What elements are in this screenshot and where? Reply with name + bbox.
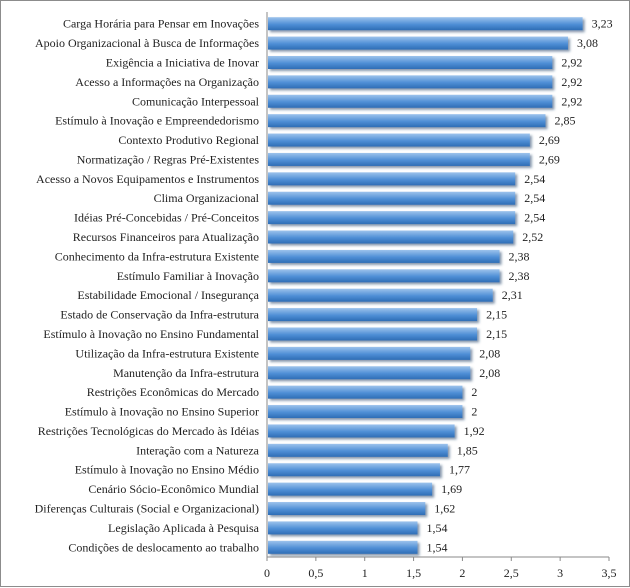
bar [268,249,500,263]
bars [268,17,583,554]
bar [268,152,530,166]
value-label: 2,69 [539,133,560,147]
value-label: 2,52 [522,230,543,244]
value-label: 2,08 [479,346,500,360]
bar [268,521,418,535]
value-label: 2,38 [509,269,530,283]
category-label: Estímulo à Inovação no Ensino Médio [75,463,259,477]
category-label: Conhecimento da Infra-estrutura Existent… [55,249,259,263]
value-label: 3,08 [577,36,598,50]
value-label: 2,92 [561,55,582,69]
bar [268,366,471,380]
category-label: Cenário Sócio-Econômico Mundial [88,482,259,496]
category-label: Normatização / Regras Pré-Existentes [77,152,260,166]
bar [268,230,514,244]
value-label: 2,92 [561,94,582,108]
value-label: 2,08 [479,366,500,380]
category-label: Contexto Produtivo Regional [118,133,259,147]
value-label: 1,54 [426,540,447,554]
value-label: 2 [471,405,477,419]
x-tick-label: 0,5 [308,566,323,580]
bar [268,172,516,186]
bar [268,346,471,360]
category-label: Estado de Conservação da Infra-estrutura [60,308,259,322]
value-label: 2,54 [524,172,545,186]
category-label: Condições de deslocamento ao trabalho [68,540,259,554]
bar [268,482,433,496]
bar [268,55,553,69]
x-tick-label: 2,5 [504,566,519,580]
value-label: 1,77 [449,463,470,477]
x-tick-label: 1 [362,566,368,580]
x-tick-label: 3 [557,566,563,580]
value-label: 2,15 [486,327,507,341]
bar [268,191,516,205]
category-label: Exigência a Iniciativa de Inovar [106,55,259,69]
value-label: 1,85 [457,443,478,457]
x-axis: 0 0,5 1 1,5 2 2,5 3 3,5 [264,12,617,580]
bar [268,424,455,438]
category-label: Manutenção da Infra-estrutura [113,366,260,380]
value-label: 2,69 [539,152,560,166]
value-label: 2,54 [524,211,545,225]
category-label: Estímulo à Inovação e Empreendedorismo [55,114,259,128]
x-tick-label: 0 [264,566,270,580]
value-label: 2,54 [524,191,545,205]
category-label: Clima Organizacional [154,191,260,205]
bar [268,114,546,128]
value-label: 2,92 [561,75,582,89]
bar [268,540,418,554]
category-label: Recursos Financeiros para Atualização [73,230,259,244]
bar [268,17,583,31]
bar [268,463,440,477]
category-label: Apoio Organizacional à Busca de Informaç… [35,36,259,50]
value-label: 1,54 [426,521,447,535]
bar [268,75,553,89]
value-label: 2,31 [502,288,523,302]
category-label: Estímulo Familiar à Inovação [117,269,259,283]
category-label: Utilização da Infra-estrutura Existente [75,346,259,360]
category-label: Acesso a Informações na Organização [75,75,259,89]
bar [268,502,426,516]
value-label: 3,23 [592,17,613,31]
bar [268,36,568,50]
category-label: Estímulo à Inovação no Ensino Superior [65,405,259,419]
category-labels: Carga Horária para Pensar em Inovações Ap… [35,17,260,555]
category-label: Estímulo à Inovação no Ensino Fundamenta… [43,327,259,341]
bar [268,94,553,108]
value-label: 2 [471,385,477,399]
category-label: Estabilidade Emocional / Insegurança [77,288,259,302]
category-label: Restrições Tecnológicas do Mercado às Id… [38,424,260,438]
value-label: 1,69 [441,482,462,496]
bar [268,133,530,147]
value-label: 1,92 [464,424,485,438]
category-label: Legislação Aplicada à Pesquisa [108,521,260,535]
bar [268,443,448,457]
bar [268,269,500,283]
value-label: 2,38 [509,249,530,263]
x-tick-label: 1,5 [406,566,421,580]
x-tick-label: 2 [459,566,465,580]
category-label: Acesso a Novos Equipamentos e Instrument… [36,172,259,186]
value-label: 2,85 [554,114,575,128]
category-label: Comunicação Interpessoal [132,94,260,108]
bar [268,288,493,302]
category-label: Interação com a Natureza [136,443,260,457]
x-tick-label: 3,5 [602,566,617,580]
category-label: Idéias Pré-Concebidas / Pré-Conceitos [74,211,259,225]
category-label: Restrições Econômicas do Mercado [87,385,259,399]
value-label: 2,15 [486,308,507,322]
bar [268,405,463,419]
bar [268,308,478,322]
bar [268,327,478,341]
category-label: Diferenças Culturais (Social e Organizac… [35,502,259,516]
bar [268,385,463,399]
category-label: Carga Horária para Pensar em Inovações [63,17,259,31]
value-label: 1,62 [434,502,455,516]
bar [268,211,516,225]
value-labels: 3,23 3,08 2,92 2,92 2,92 2,85 2,69 2,69 2,54 2,54… [426,17,612,555]
